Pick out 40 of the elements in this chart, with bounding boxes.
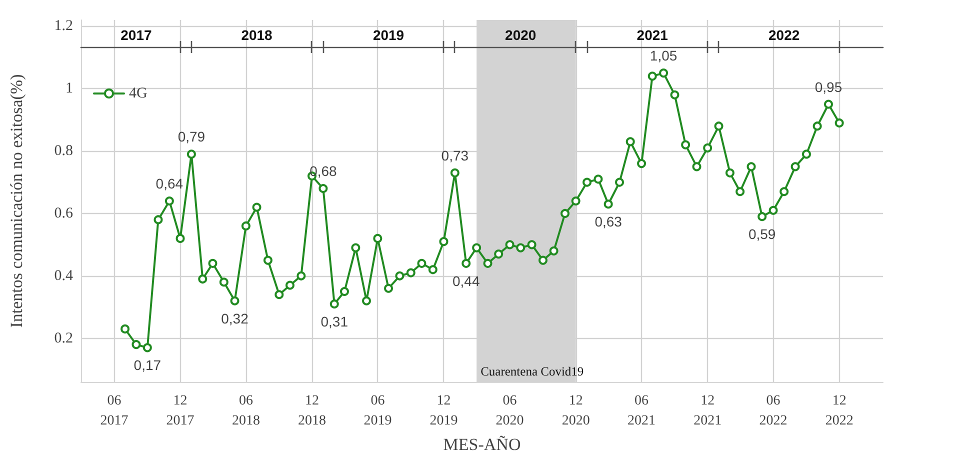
x2-tick-label: 2017 bbox=[120, 27, 152, 43]
data-label: 0,32 bbox=[221, 310, 249, 326]
y-tick-label: 0.2 bbox=[54, 330, 73, 346]
data-label: 0,73 bbox=[441, 147, 469, 164]
y-tick-label: 0.8 bbox=[54, 143, 73, 160]
x2-tick-label: 2022 bbox=[768, 27, 800, 43]
x-tick-label: 12 2022 bbox=[825, 394, 854, 428]
data-label: 0,59 bbox=[748, 226, 776, 242]
y-tick-label: 0.4 bbox=[54, 268, 74, 284]
x2-tick-label: 2020 bbox=[505, 27, 536, 43]
y-tick-label: 0.6 bbox=[54, 205, 74, 222]
data-label: 0,95 bbox=[814, 78, 842, 95]
x-tick-label: 12 2017 bbox=[166, 394, 194, 428]
x-tick-label: 12 2018 bbox=[298, 394, 326, 428]
legend-label: 4G bbox=[129, 86, 148, 102]
x-tick-label: 12 2019 bbox=[430, 394, 458, 428]
y-axis-title: Intentos comunicación no exitosa(%) bbox=[7, 74, 26, 328]
x2-tick-label: 2019 bbox=[372, 27, 404, 43]
x-axis-title: MES-AÑO bbox=[443, 434, 521, 454]
x-tick-label: 06 2019 bbox=[364, 394, 392, 428]
data-label: 0,63 bbox=[594, 214, 622, 230]
x2-tick-label: 2021 bbox=[636, 27, 668, 43]
data-label: 0,31 bbox=[320, 313, 348, 330]
data-label: 0,79 bbox=[178, 128, 206, 145]
data-label: 1,05 bbox=[650, 48, 678, 64]
x-tick-label: 06 2017 bbox=[100, 394, 128, 428]
x-tick-label: 06 2022 bbox=[759, 394, 788, 428]
y-tick-label: 1.2 bbox=[54, 18, 73, 34]
data-label: 0,68 bbox=[310, 163, 338, 180]
x-tick-label: 06 2021 bbox=[628, 394, 656, 428]
data-label: 0,17 bbox=[134, 357, 162, 374]
data-label: 0,44 bbox=[452, 272, 480, 289]
x-tick-label: 06 2020 bbox=[496, 394, 524, 428]
y-tick-label: 1 bbox=[66, 80, 73, 97]
data-label: 0,64 bbox=[156, 176, 184, 192]
band-label: Cuarentena Covid19 bbox=[480, 364, 584, 378]
x-tick-label: 12 2020 bbox=[562, 394, 590, 428]
x2-tick-label: 2018 bbox=[241, 27, 273, 43]
x-tick-label: 06 2018 bbox=[232, 394, 260, 428]
x-tick-label: 12 2021 bbox=[694, 394, 722, 428]
